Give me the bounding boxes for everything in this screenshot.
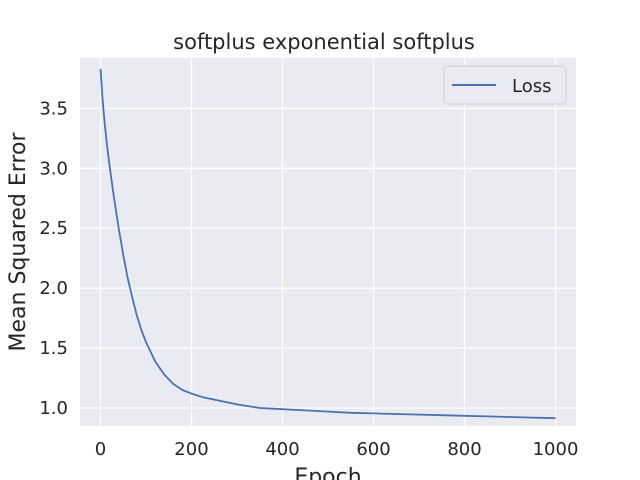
y-tick-label: 2.5 <box>39 218 68 239</box>
tick-labels: 0 200 400 600 800 1000 1.0 1.5 2.0 2.5 3.0 3.5 <box>39 98 578 460</box>
legend-label-loss: Loss <box>512 76 551 97</box>
x-axis-label: Epoch <box>294 465 361 480</box>
y-tick-label: 1.5 <box>39 338 68 359</box>
legend-box <box>443 65 567 105</box>
x-tick-label: 800 <box>447 439 481 460</box>
y-tick-label: 3.5 <box>39 98 68 119</box>
y-tick-label: 2.0 <box>39 278 68 299</box>
y-axis-label: Mean Squared Error <box>6 132 31 352</box>
x-tick-label: 200 <box>174 439 208 460</box>
x-tick-label: 400 <box>265 439 299 460</box>
x-tick-label: 0 <box>95 439 106 460</box>
legend: Loss <box>443 65 567 105</box>
plot-area <box>80 58 576 426</box>
x-tick-label: 1000 <box>533 439 579 460</box>
x-tick-label: 600 <box>356 439 390 460</box>
chart-title: softplus exponential softplus <box>173 30 475 54</box>
y-tick-label: 1.0 <box>39 398 68 419</box>
series-lines <box>99 68 556 420</box>
y-tick-label: 3.0 <box>39 158 68 179</box>
series-line-loss <box>99 68 556 420</box>
grid <box>80 58 576 426</box>
